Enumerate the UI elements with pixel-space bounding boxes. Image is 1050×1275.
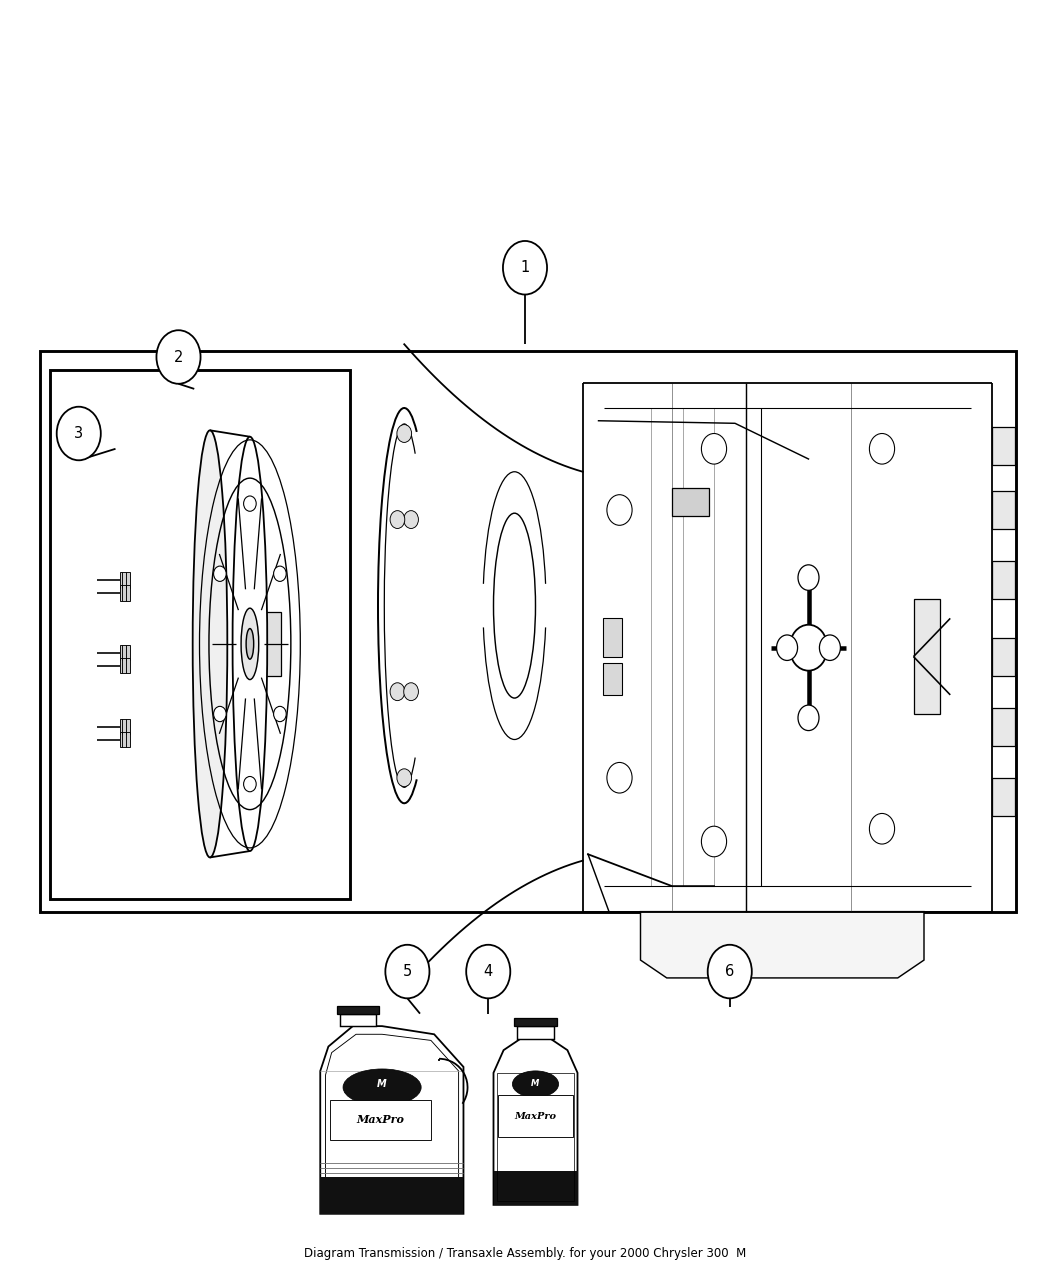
Bar bbox=[120, 719, 130, 734]
Bar bbox=[992, 491, 1015, 529]
Circle shape bbox=[708, 945, 752, 998]
Circle shape bbox=[244, 776, 256, 792]
Text: 5: 5 bbox=[403, 964, 412, 979]
Circle shape bbox=[869, 434, 895, 464]
Bar bbox=[513, 1017, 558, 1025]
Circle shape bbox=[213, 566, 226, 581]
Circle shape bbox=[385, 945, 429, 998]
Circle shape bbox=[701, 434, 727, 464]
Bar bbox=[497, 1072, 574, 1201]
Text: M: M bbox=[531, 1079, 540, 1088]
Bar bbox=[120, 732, 130, 747]
Circle shape bbox=[391, 683, 405, 701]
Bar bbox=[992, 561, 1015, 599]
Bar bbox=[336, 1006, 379, 1014]
Bar bbox=[120, 658, 130, 673]
Circle shape bbox=[274, 566, 287, 581]
Bar bbox=[40, 351, 1016, 912]
Bar bbox=[992, 638, 1015, 676]
Polygon shape bbox=[640, 912, 924, 978]
Circle shape bbox=[777, 635, 798, 660]
Text: 2: 2 bbox=[174, 349, 183, 365]
Bar bbox=[120, 572, 130, 588]
Text: 4: 4 bbox=[484, 964, 492, 979]
Ellipse shape bbox=[233, 437, 267, 850]
Circle shape bbox=[798, 565, 819, 590]
Polygon shape bbox=[320, 1177, 463, 1214]
Circle shape bbox=[391, 511, 405, 528]
Polygon shape bbox=[494, 1039, 578, 1205]
Text: MaxPro: MaxPro bbox=[357, 1114, 404, 1126]
Circle shape bbox=[403, 511, 418, 528]
Text: M: M bbox=[377, 1079, 387, 1089]
Bar bbox=[603, 618, 622, 657]
Bar bbox=[330, 1099, 430, 1140]
Polygon shape bbox=[260, 612, 281, 676]
Ellipse shape bbox=[242, 608, 258, 680]
Circle shape bbox=[274, 706, 287, 722]
Bar bbox=[120, 585, 130, 601]
Circle shape bbox=[403, 683, 418, 701]
Circle shape bbox=[397, 425, 412, 442]
Circle shape bbox=[57, 407, 101, 460]
Circle shape bbox=[607, 495, 632, 525]
Circle shape bbox=[869, 813, 895, 844]
Bar bbox=[992, 427, 1015, 465]
Text: 3: 3 bbox=[75, 426, 83, 441]
Bar bbox=[992, 708, 1015, 746]
Ellipse shape bbox=[193, 431, 227, 857]
Text: MaxPro: MaxPro bbox=[514, 1112, 556, 1121]
Text: 1: 1 bbox=[521, 260, 529, 275]
Bar bbox=[50, 370, 350, 899]
Circle shape bbox=[701, 826, 727, 857]
Circle shape bbox=[607, 762, 632, 793]
Text: Diagram Transmission / Transaxle Assembly. for your 2000 Chrysler 300  M: Diagram Transmission / Transaxle Assembl… bbox=[303, 1247, 747, 1260]
Circle shape bbox=[819, 635, 840, 660]
Bar bbox=[603, 663, 622, 695]
Polygon shape bbox=[320, 1026, 463, 1214]
Bar bbox=[120, 645, 130, 660]
Ellipse shape bbox=[246, 629, 254, 659]
Ellipse shape bbox=[343, 1068, 421, 1105]
Circle shape bbox=[213, 706, 226, 722]
Text: 6: 6 bbox=[726, 964, 734, 979]
Bar bbox=[672, 488, 709, 516]
Circle shape bbox=[503, 241, 547, 295]
Circle shape bbox=[244, 496, 256, 511]
Bar bbox=[494, 1170, 578, 1205]
Circle shape bbox=[156, 330, 201, 384]
Circle shape bbox=[790, 625, 827, 671]
Bar bbox=[498, 1095, 573, 1137]
Ellipse shape bbox=[512, 1071, 559, 1098]
Bar bbox=[992, 778, 1015, 816]
Circle shape bbox=[798, 705, 819, 731]
Circle shape bbox=[397, 769, 412, 787]
Bar bbox=[914, 599, 940, 714]
Circle shape bbox=[466, 945, 510, 998]
Bar bbox=[517, 1025, 554, 1039]
Bar bbox=[340, 1014, 376, 1026]
